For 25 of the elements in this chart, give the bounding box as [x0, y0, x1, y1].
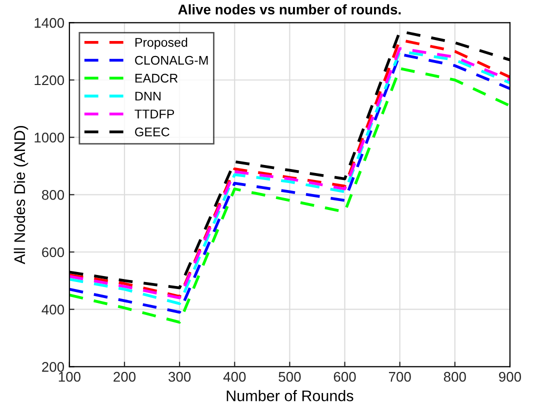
legend-label: TTDFP: [134, 110, 174, 118]
legend-label: DNN: [135, 92, 160, 100]
x-tick-label: 700: [388, 372, 411, 382]
y-tick-label: 400: [42, 304, 64, 315]
y-tick-label: 600: [42, 247, 64, 258]
x-tick-label: 100: [58, 372, 80, 382]
legend-label: GEEC: [135, 128, 170, 136]
y-tick-label: 1400: [34, 18, 64, 28]
legend-label: Proposed: [135, 38, 188, 50]
x-tick-label: 300: [168, 372, 191, 382]
chart-title: Alive nodes vs number of rounds.: [178, 4, 401, 14]
x-tick-label: 600: [334, 372, 356, 382]
y-tick-label: 1200: [34, 75, 64, 86]
x-tick-label: 900: [499, 372, 522, 382]
x-tick-label: 800: [444, 372, 466, 382]
x-tick-label: 200: [114, 372, 136, 382]
y-tick-label: 1000: [34, 132, 64, 143]
x-axis-title: Number of Rounds: [226, 390, 354, 402]
y-tick-label: 800: [42, 190, 64, 200]
x-tick-label: 400: [223, 372, 246, 382]
legend-label: EADCR: [135, 74, 178, 83]
y-axis-title: All Nodes Die (AND): [14, 126, 28, 264]
x-tick-label: 500: [278, 372, 301, 382]
y-tick-label: 200: [42, 362, 64, 372]
legend-label: CLONALG-M: [135, 56, 208, 65]
